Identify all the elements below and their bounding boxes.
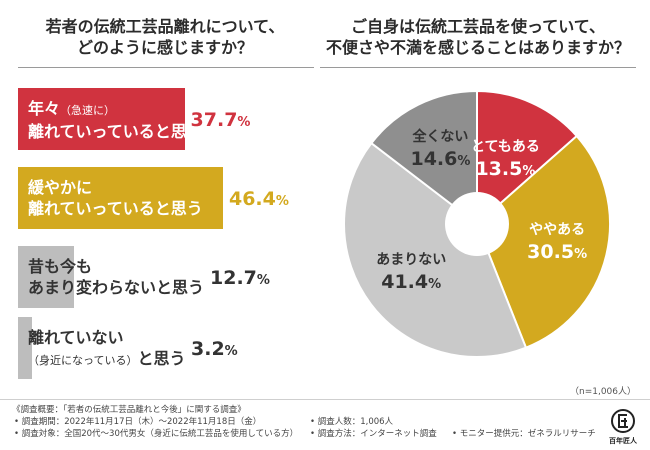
footer-divider (0, 399, 650, 400)
bar-2-value-number: 12.7 (210, 267, 257, 289)
bar-2-label-line1: 昔も今も (28, 257, 93, 276)
bar-3-label: 離れていない （身近になっている）と思う (28, 327, 185, 371)
bar-0-label-line2: 離れていっていると思う (28, 122, 203, 141)
bar-chart-title-rule (18, 67, 314, 68)
pie-center-hole (445, 192, 509, 256)
pie-slice-1-label: ややある 30.5% (527, 220, 587, 267)
bar-1-value-number: 46.4 (228, 188, 276, 210)
pie-slice-0 (476, 89, 579, 227)
survey-count: • 調査人数：1,006人 (310, 417, 394, 427)
survey-period: • 調査期間：2022年11月17日（木）〜2022年11月18日（金） (14, 417, 262, 427)
bar-0-label-line1: 年々 (28, 99, 61, 118)
pie-slice-2-unit: % (428, 277, 442, 293)
bar-1-value: 46.4% (229, 188, 289, 213)
bar-0-label: 年々（急速に） 離れていっていると思う (28, 98, 203, 142)
pie-slice-2 (343, 141, 528, 358)
bar-0-value-number: 37.7 (190, 109, 238, 131)
bar-chart-title-line2: どのように感じますか？ (76, 38, 253, 57)
bar-0 (18, 88, 185, 150)
bar-2-value-unit: % (256, 273, 270, 288)
bar-3 (18, 317, 33, 379)
bar-3-label-line2: と思う (137, 349, 186, 368)
sample-size-note: （n=1,006人） (569, 387, 636, 397)
pie-chart-title: ご自身は伝統工芸品を使っていて、 不便さや不満を感じることはありますか？ (320, 16, 636, 58)
pie-chart-title-rule (320, 67, 636, 68)
pie-chart-title-line2: 不便さや不満を感じることはありますか？ (325, 38, 630, 57)
pie-slice-3-value: 14.6 (410, 147, 458, 170)
bar-3-value-number: 3.2 (191, 338, 225, 360)
survey-method: • 調査方法：インターネット調査 (310, 429, 437, 439)
bar-1-value-unit: % (275, 194, 289, 209)
brand-logo-icon (611, 409, 635, 433)
pie-slice-1 (475, 134, 611, 349)
pie-slice-3-name: 全くない (412, 128, 469, 145)
pie-slice-2-value: 41.4 (381, 271, 429, 294)
bar-2 (18, 246, 75, 308)
bar-2-label-line2: あまり変わらないと思う (28, 278, 205, 297)
pie-slice-1-value: 30.5 (527, 240, 575, 263)
pie-slice-0-name: とてもある (470, 139, 540, 156)
bar-1-label: 緩やかに 離れていっていると思う (28, 177, 203, 219)
bar-0-value-unit: % (237, 115, 251, 130)
pie-slice-3-label: 全くない 14.6% (410, 127, 470, 174)
pie-slice-0-unit: % (522, 164, 536, 180)
pie-slice-3-unit: % (457, 153, 471, 169)
bar-2-value: 12.7% (210, 267, 270, 292)
pie-slice-1-unit: % (574, 246, 588, 262)
survey-provider: • モニター提供元：ゼネラルリサーチ (452, 429, 596, 439)
bar-chart-title-line1: 若者の伝統工芸品離れについて、 (45, 17, 285, 36)
brand-logo-text: 百年匠人 (609, 437, 637, 445)
pie-slice-2-label: あまりない 41.4% (376, 250, 446, 297)
bar-0-label-note: （急速に） (60, 104, 116, 117)
pie-slice-0-value: 13.5 (475, 158, 523, 181)
bar-chart-title: 若者の伝統工芸品離れについて、 どのように感じますか？ (20, 16, 310, 58)
pie-slice-2-name: あまりない (376, 252, 447, 269)
pie-slice-1-name: ややある (529, 221, 586, 238)
bar-3-label-line1: 離れていない (28, 328, 124, 347)
bar-1-label-line1: 緩やかに (28, 178, 93, 197)
survey-overview: 《調査概要：「若者の伝統工芸品離れと今後」に関する調査》 (12, 405, 246, 415)
bar-2-label: 昔も今も あまり変わらないと思う (28, 256, 204, 298)
bar-1-label-line2: 離れていっていると思う (28, 199, 203, 218)
bar-3-label-note: （身近になっている） (28, 354, 138, 367)
bar-3-value: 3.2% (191, 338, 238, 363)
bar-0-value: 37.7% (191, 109, 251, 134)
pie-chart-title-line1: ご自身は伝統工芸品を使っていて、 (351, 17, 605, 36)
survey-target: • 調査対象：全国20代〜30代男女（身近に伝統工芸品を使用している方） (14, 429, 299, 439)
bar-1 (18, 167, 223, 229)
pie-slice-3 (369, 89, 478, 227)
bar-3-value-unit: % (224, 344, 238, 359)
pie-slice-0-label: とてもある 13.5% (471, 137, 540, 184)
